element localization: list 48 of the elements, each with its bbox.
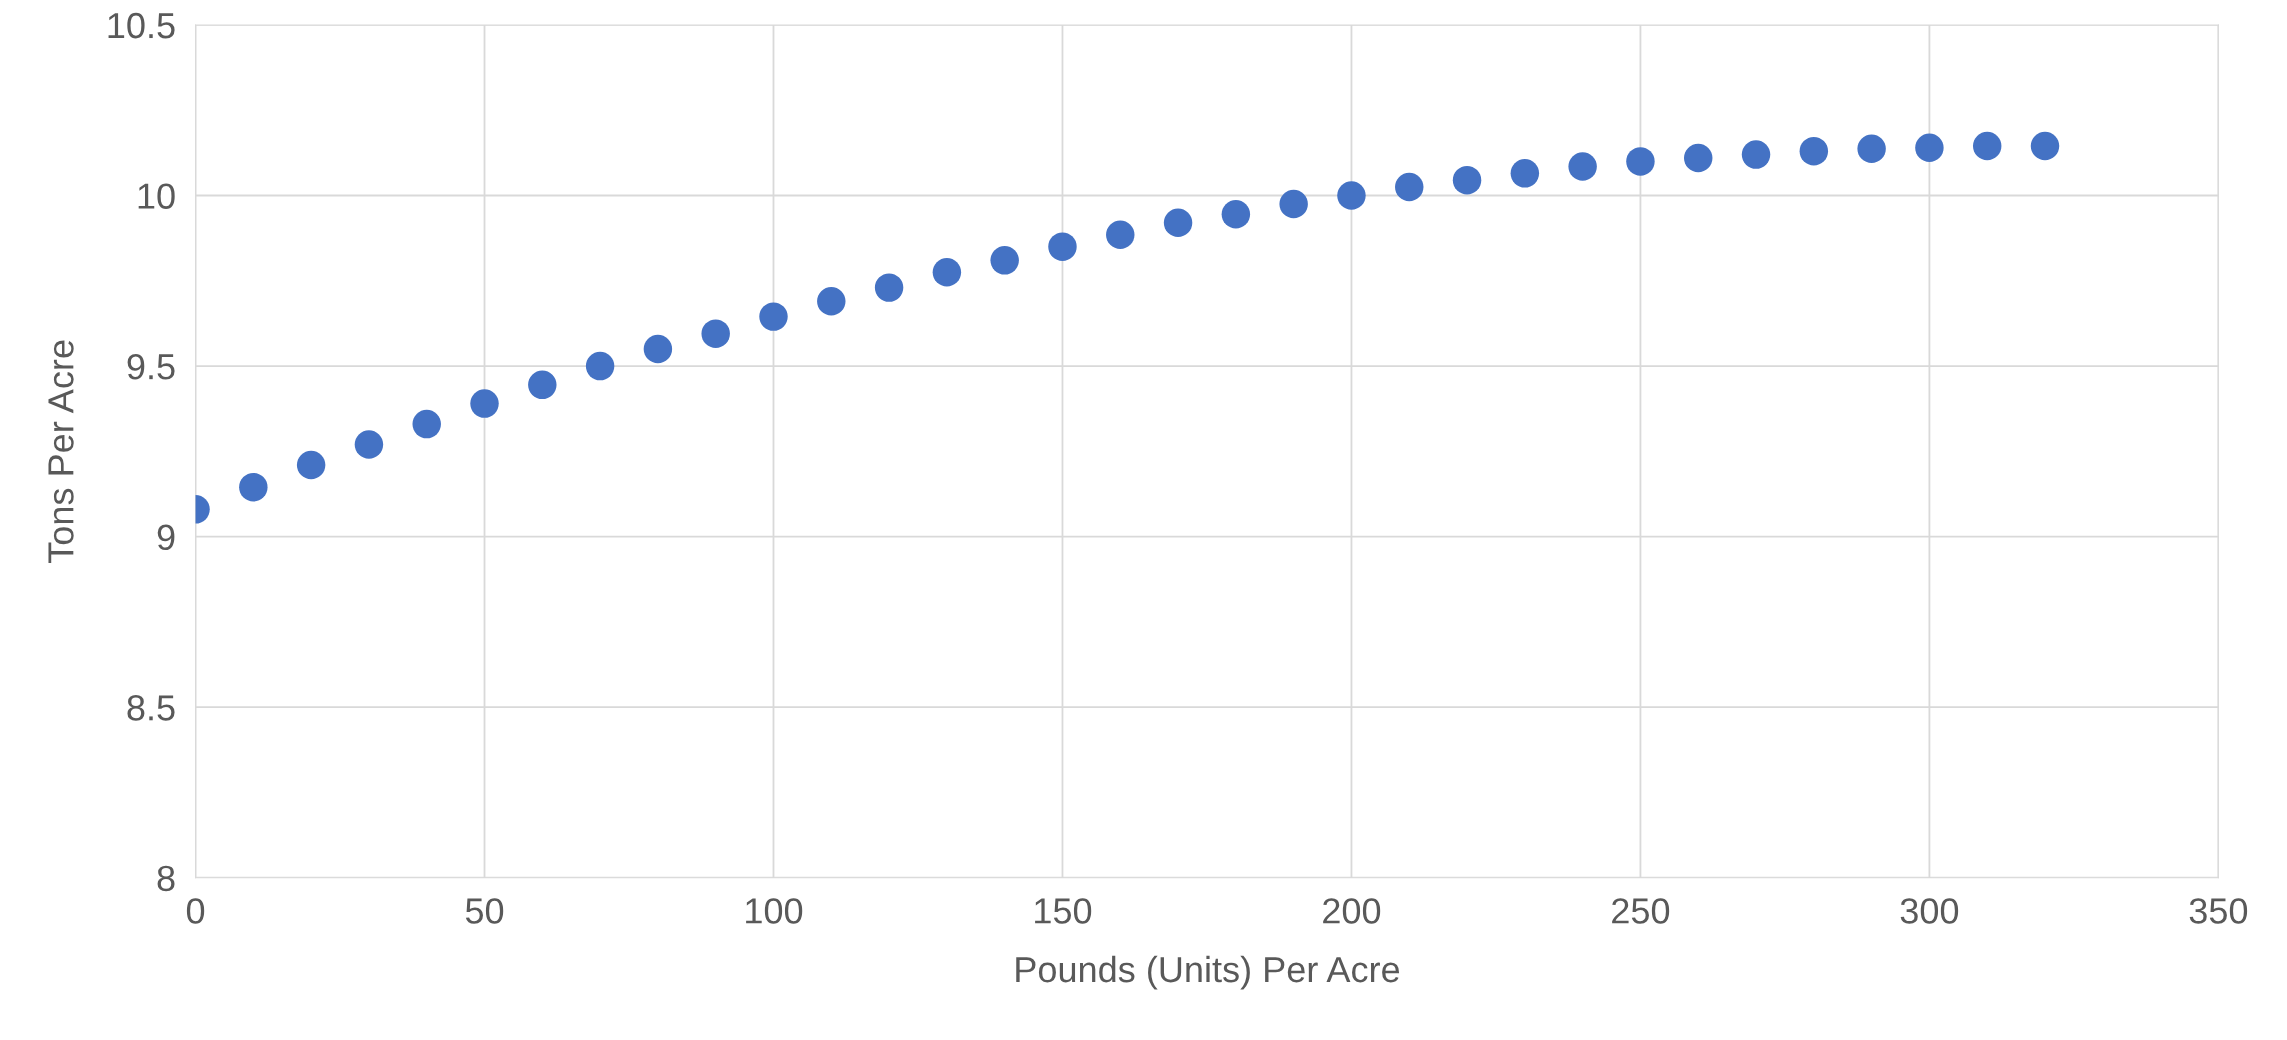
point — [1106, 220, 1135, 249]
point — [643, 334, 673, 364]
point — [354, 430, 384, 459]
y-tick-label: 8.5 — [127, 695, 175, 721]
x-tick-label: 150 — [1035, 898, 1092, 924]
x-tick-label: 100 — [746, 898, 803, 924]
y-tick-label: 9 — [157, 524, 175, 551]
y-tick-label: 10 — [138, 183, 175, 209]
point — [759, 302, 788, 331]
point — [1741, 140, 1771, 169]
y-tick-label: 10.5 — [108, 12, 175, 39]
point — [1337, 181, 1366, 210]
point — [874, 273, 904, 302]
point — [585, 351, 615, 381]
x-tick-label: 350 — [2189, 898, 2248, 924]
point — [1279, 189, 1308, 219]
point — [412, 409, 441, 439]
point — [1568, 152, 1597, 181]
x-tick-label: 50 — [465, 898, 504, 924]
point — [1163, 208, 1193, 238]
point — [1972, 131, 2002, 161]
y-tick-label: 8 — [157, 865, 175, 892]
point — [1857, 134, 1886, 164]
point — [990, 246, 1019, 275]
point — [2030, 131, 2060, 161]
point — [1221, 200, 1251, 229]
point — [1915, 133, 1944, 162]
point — [932, 258, 962, 287]
x-tick-label: 300 — [1900, 898, 1959, 924]
y-tick-label: 9.5 — [127, 353, 175, 380]
point — [817, 287, 846, 316]
point — [239, 472, 268, 502]
point — [1683, 143, 1713, 173]
point — [1510, 159, 1540, 188]
point — [1395, 172, 1424, 202]
y-axis-title: Tons Per Acre — [48, 340, 74, 563]
point — [296, 450, 326, 480]
x-tick-label: 0 — [186, 898, 205, 924]
point — [1452, 165, 1482, 195]
x-tick-label: 250 — [1612, 898, 1670, 924]
point — [528, 370, 557, 400]
point — [1048, 232, 1077, 261]
x-tick-label: 200 — [1323, 898, 1381, 924]
x-axis-title: Pounds (Units) Per Acre — [1016, 955, 1400, 990]
point — [470, 389, 499, 418]
point — [1626, 147, 1655, 176]
point — [701, 319, 730, 348]
point — [1799, 136, 1829, 166]
